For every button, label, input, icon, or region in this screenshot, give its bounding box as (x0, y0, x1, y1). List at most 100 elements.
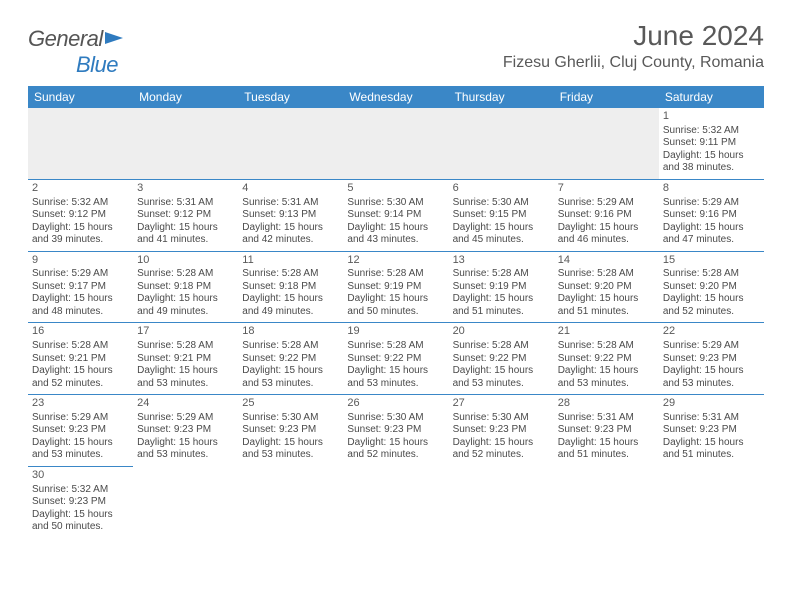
calendar-cell (449, 466, 554, 537)
day-info-line: Sunset: 9:20 PM (558, 281, 655, 294)
day-number: 30 (32, 469, 129, 483)
calendar-cell: 19Sunrise: 5:28 AMSunset: 9:22 PMDayligh… (343, 323, 448, 395)
weekday-header: Tuesday (238, 86, 343, 108)
day-info-line: Daylight: 15 hours (32, 365, 129, 378)
day-info-line: Daylight: 15 hours (663, 150, 760, 163)
calendar-cell: 28Sunrise: 5:31 AMSunset: 9:23 PMDayligh… (554, 395, 659, 467)
day-info-line: Daylight: 15 hours (558, 222, 655, 235)
calendar-week-row: 2Sunrise: 5:32 AMSunset: 9:12 PMDaylight… (28, 179, 764, 251)
day-info-line: and 50 minutes. (347, 306, 444, 319)
day-info-line: Sunrise: 5:28 AM (32, 340, 129, 353)
day-info-line: Sunset: 9:13 PM (242, 209, 339, 222)
day-info-line: Daylight: 15 hours (347, 437, 444, 450)
calendar-cell (238, 108, 343, 179)
calendar-cell (554, 108, 659, 179)
weekday-header: Wednesday (343, 86, 448, 108)
day-info-line: Daylight: 15 hours (32, 222, 129, 235)
day-info-line: Daylight: 15 hours (137, 437, 234, 450)
calendar-cell (659, 466, 764, 537)
day-info-line: Daylight: 15 hours (663, 437, 760, 450)
day-info-line: Sunrise: 5:32 AM (663, 125, 760, 138)
day-number: 11 (242, 254, 339, 268)
day-info-line: and 53 minutes. (663, 378, 760, 391)
day-number: 28 (558, 397, 655, 411)
day-info-line: Sunrise: 5:29 AM (137, 412, 234, 425)
weekday-header: Saturday (659, 86, 764, 108)
calendar-cell: 7Sunrise: 5:29 AMSunset: 9:16 PMDaylight… (554, 179, 659, 251)
calendar-cell: 25Sunrise: 5:30 AMSunset: 9:23 PMDayligh… (238, 395, 343, 467)
day-info-line: and 51 minutes. (558, 449, 655, 462)
calendar-cell: 22Sunrise: 5:29 AMSunset: 9:23 PMDayligh… (659, 323, 764, 395)
day-info-line: and 39 minutes. (32, 234, 129, 247)
day-info-line: Daylight: 15 hours (242, 293, 339, 306)
calendar-week-row: 23Sunrise: 5:29 AMSunset: 9:23 PMDayligh… (28, 395, 764, 467)
day-info-line: Sunrise: 5:30 AM (453, 197, 550, 210)
day-number: 12 (347, 254, 444, 268)
day-info-line: Sunset: 9:23 PM (32, 424, 129, 437)
day-info-line: and 53 minutes. (137, 449, 234, 462)
weekday-header: Thursday (449, 86, 554, 108)
calendar-cell (238, 466, 343, 537)
calendar-cell: 10Sunrise: 5:28 AMSunset: 9:18 PMDayligh… (133, 251, 238, 323)
day-info-line: and 51 minutes. (453, 306, 550, 319)
day-number: 8 (663, 182, 760, 196)
day-info-line: Sunset: 9:23 PM (347, 424, 444, 437)
calendar-week-row: 30Sunrise: 5:32 AMSunset: 9:23 PMDayligh… (28, 466, 764, 537)
day-info-line: and 51 minutes. (558, 306, 655, 319)
logo-text-1: General (28, 26, 103, 51)
day-info-line: Sunset: 9:18 PM (242, 281, 339, 294)
day-info-line: Daylight: 15 hours (32, 437, 129, 450)
day-number: 3 (137, 182, 234, 196)
day-number: 16 (32, 325, 129, 339)
calendar-cell: 6Sunrise: 5:30 AMSunset: 9:15 PMDaylight… (449, 179, 554, 251)
logo: GeneralBlue (28, 26, 125, 78)
day-info-line: Daylight: 15 hours (453, 365, 550, 378)
calendar-cell: 13Sunrise: 5:28 AMSunset: 9:19 PMDayligh… (449, 251, 554, 323)
day-info-line: Sunset: 9:23 PM (137, 424, 234, 437)
logo-flag-icon (105, 26, 125, 52)
day-number: 15 (663, 254, 760, 268)
calendar-cell (133, 108, 238, 179)
day-number: 9 (32, 254, 129, 268)
calendar-week-row: 1Sunrise: 5:32 AMSunset: 9:11 PMDaylight… (28, 108, 764, 179)
calendar-cell: 9Sunrise: 5:29 AMSunset: 9:17 PMDaylight… (28, 251, 133, 323)
weekday-header-row: Sunday Monday Tuesday Wednesday Thursday… (28, 86, 764, 108)
day-info-line: Daylight: 15 hours (347, 222, 444, 235)
day-info-line: Sunrise: 5:29 AM (32, 412, 129, 425)
day-info-line: Daylight: 15 hours (558, 293, 655, 306)
day-info-line: Sunset: 9:22 PM (453, 353, 550, 366)
logo-text: GeneralBlue (28, 26, 125, 78)
day-info-line: Daylight: 15 hours (453, 222, 550, 235)
day-info-line: and 42 minutes. (242, 234, 339, 247)
day-info-line: Sunrise: 5:31 AM (137, 197, 234, 210)
day-number: 7 (558, 182, 655, 196)
day-info-line: Sunrise: 5:30 AM (242, 412, 339, 425)
day-info-line: and 45 minutes. (453, 234, 550, 247)
day-info-line: Sunrise: 5:31 AM (558, 412, 655, 425)
day-info-line: and 52 minutes. (347, 449, 444, 462)
day-info-line: Sunrise: 5:30 AM (347, 412, 444, 425)
day-info-line: Sunrise: 5:28 AM (453, 340, 550, 353)
day-info-line: Sunset: 9:11 PM (663, 137, 760, 150)
day-info-line: Sunrise: 5:30 AM (347, 197, 444, 210)
day-info-line: and 52 minutes. (32, 378, 129, 391)
day-info-line: Sunset: 9:21 PM (32, 353, 129, 366)
day-info-line: and 53 minutes. (347, 378, 444, 391)
day-number: 2 (32, 182, 129, 196)
day-info-line: Daylight: 15 hours (347, 293, 444, 306)
day-number: 21 (558, 325, 655, 339)
day-number: 26 (347, 397, 444, 411)
day-info-line: Sunset: 9:23 PM (663, 353, 760, 366)
location: Fizesu Gherlii, Cluj County, Romania (503, 54, 764, 72)
day-number: 14 (558, 254, 655, 268)
day-number: 5 (347, 182, 444, 196)
day-info-line: and 50 minutes. (32, 521, 129, 534)
calendar-cell: 23Sunrise: 5:29 AMSunset: 9:23 PMDayligh… (28, 395, 133, 467)
calendar-cell: 26Sunrise: 5:30 AMSunset: 9:23 PMDayligh… (343, 395, 448, 467)
day-info-line: and 41 minutes. (137, 234, 234, 247)
day-info-line: Sunset: 9:19 PM (453, 281, 550, 294)
day-number: 25 (242, 397, 339, 411)
day-info-line: and 52 minutes. (453, 449, 550, 462)
calendar-cell: 4Sunrise: 5:31 AMSunset: 9:13 PMDaylight… (238, 179, 343, 251)
day-info-line: Sunrise: 5:28 AM (137, 340, 234, 353)
